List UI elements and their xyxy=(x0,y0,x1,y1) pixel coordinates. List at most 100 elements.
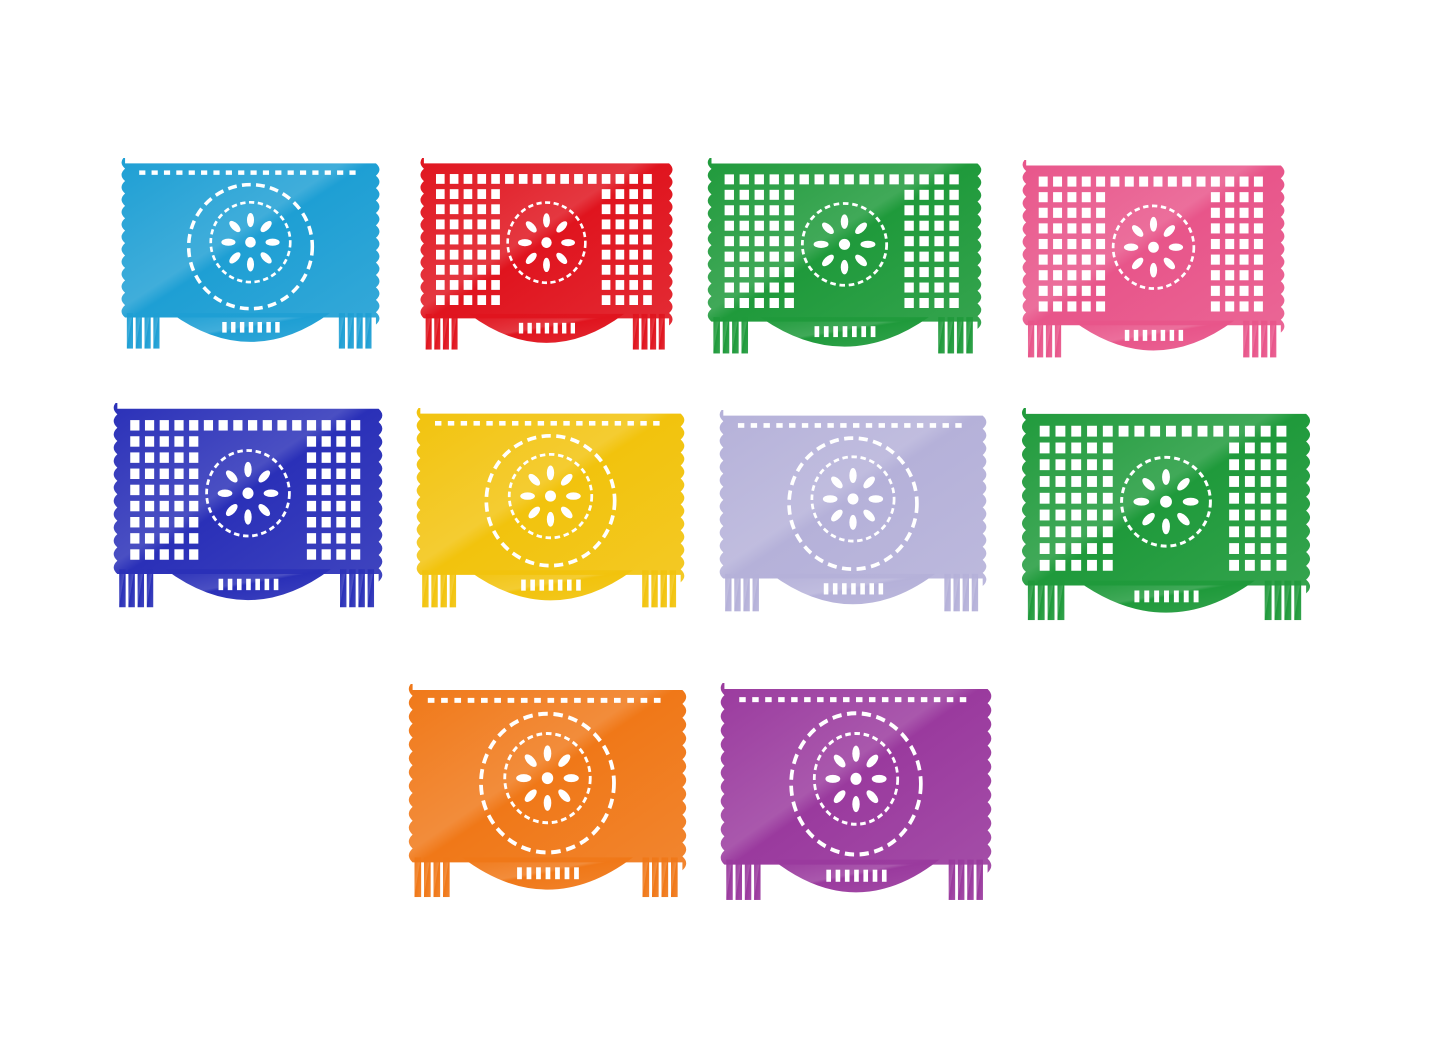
arc-cutout xyxy=(530,579,535,591)
grid-cutout xyxy=(739,267,749,278)
grid-cutout xyxy=(784,205,794,216)
grid-cutout xyxy=(1038,207,1048,218)
grid-cutout xyxy=(435,174,445,184)
grid-cutout xyxy=(321,533,331,544)
grid-cutout xyxy=(174,468,184,479)
arc-cutout xyxy=(1134,590,1140,603)
ring-cutout xyxy=(484,433,617,568)
grid-cutout xyxy=(615,264,625,275)
dot-cutout xyxy=(454,697,462,703)
grid-cutout xyxy=(784,267,794,278)
arc-cutout xyxy=(264,578,270,591)
grid-cutout xyxy=(336,420,346,431)
fringe-tab xyxy=(938,317,945,354)
grid-cutout xyxy=(739,220,749,231)
grid-cutout xyxy=(1276,459,1287,471)
grid-cutout xyxy=(769,220,779,231)
grid-cutout xyxy=(1182,176,1192,187)
grid-cutout xyxy=(904,236,914,247)
arc-cutout xyxy=(273,578,279,591)
grid-cutout xyxy=(1096,301,1106,312)
grid-cutout xyxy=(546,174,556,184)
grid-cutout xyxy=(629,249,639,260)
grid-cutout xyxy=(754,174,764,185)
fringe-tab xyxy=(956,317,964,354)
grid-cutout xyxy=(1081,223,1091,234)
arc-cutout xyxy=(823,583,829,595)
grid-cutout xyxy=(449,204,459,215)
fringe-tab xyxy=(422,570,429,608)
dot-cutout xyxy=(587,697,595,703)
papel-picado-banner-3 xyxy=(704,158,985,358)
grid-cutout xyxy=(159,517,169,528)
arc-cutout xyxy=(570,322,575,334)
grid-cutout xyxy=(1229,442,1240,454)
grid-cutout xyxy=(601,204,611,215)
arc-cutout xyxy=(526,867,532,880)
grid-cutout xyxy=(477,174,487,184)
fringe-tab xyxy=(944,573,951,612)
bird-icon xyxy=(810,455,896,543)
grid-cutout xyxy=(1181,425,1192,437)
arc-cutout xyxy=(1160,329,1166,341)
grid-cutout xyxy=(615,219,625,230)
fringe-tab xyxy=(1274,580,1282,621)
grid-cutout xyxy=(1081,192,1091,203)
grid-cutout xyxy=(144,500,155,512)
grid-cutout xyxy=(1276,559,1287,571)
fringe-tab xyxy=(1294,580,1302,621)
grid-cutout xyxy=(336,436,346,447)
dot-cutout xyxy=(765,697,772,703)
fringe-tab xyxy=(1261,320,1268,358)
grid-cutout xyxy=(739,282,749,293)
grid-cutout xyxy=(1134,425,1145,437)
grid-cutout xyxy=(769,251,779,262)
grid-cutout xyxy=(449,189,459,199)
fringe-tab xyxy=(953,573,960,612)
grid-cutout xyxy=(1260,492,1271,504)
grid-cutout xyxy=(189,468,199,479)
grid-cutout xyxy=(1253,223,1263,234)
dot-cutout xyxy=(547,697,555,703)
grid-cutout xyxy=(491,204,500,215)
grid-cutout xyxy=(532,174,542,184)
grid-cutout xyxy=(1067,254,1077,265)
grid-cutout xyxy=(949,267,959,278)
grid-cutout xyxy=(754,267,764,278)
fringe-tab xyxy=(146,569,154,608)
grid-cutout xyxy=(919,220,929,231)
grid-cutout xyxy=(754,298,764,308)
fringe-tab xyxy=(671,857,678,898)
grid-cutout xyxy=(159,468,169,479)
papel-picado-banner-1 xyxy=(118,158,383,353)
grid-cutout xyxy=(1055,425,1066,437)
grid-cutout xyxy=(769,282,779,293)
fringe-tab xyxy=(433,857,441,898)
grid-cutout xyxy=(1071,425,1082,437)
grid-cutout xyxy=(1210,254,1220,265)
grid-cutout xyxy=(1239,254,1249,265)
papel-picado-banner-8 xyxy=(1018,408,1314,625)
grid-cutout xyxy=(1276,543,1287,554)
grid-cutout xyxy=(159,420,169,431)
grid-cutout xyxy=(919,267,929,278)
grid-cutout xyxy=(934,298,944,308)
papel-picado-banner-10 xyxy=(717,683,995,905)
grid-cutout xyxy=(174,436,184,447)
grid-cutout xyxy=(1087,425,1097,437)
grid-cutout xyxy=(336,468,346,479)
grid-cutout xyxy=(1196,176,1206,187)
arc-cutout xyxy=(248,321,254,333)
grid-cutout xyxy=(949,236,959,247)
arc-cutout xyxy=(842,326,848,338)
arc-cutout xyxy=(231,321,236,333)
fringe-tab xyxy=(632,313,639,350)
grid-cutout xyxy=(1244,492,1255,504)
grid-cutout xyxy=(1067,301,1077,312)
grid-cutout xyxy=(1096,207,1106,218)
grid-cutout xyxy=(1055,543,1066,554)
arc-cutout xyxy=(823,326,829,338)
arc-cutout xyxy=(1124,329,1130,341)
grid-cutout xyxy=(587,174,597,184)
fringe-tab xyxy=(1027,320,1035,358)
